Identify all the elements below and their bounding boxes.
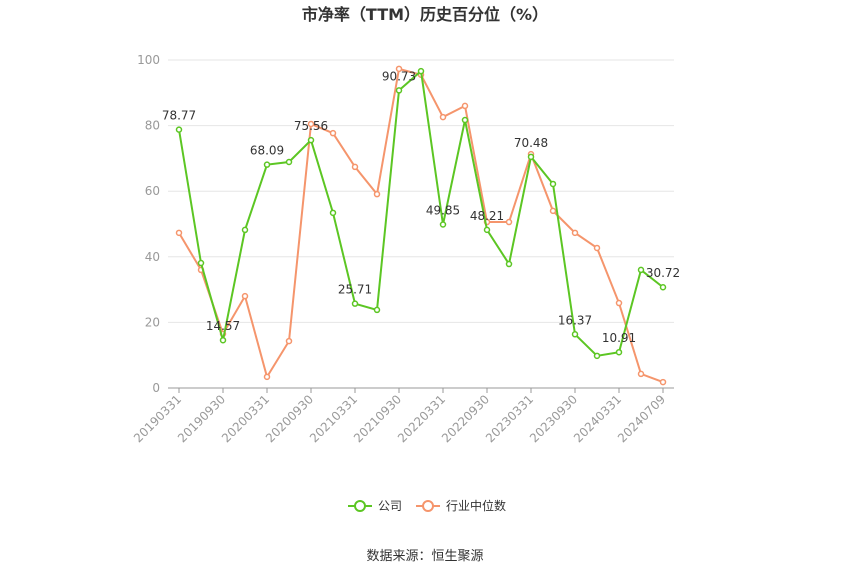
point — [351, 300, 359, 307]
point — [395, 65, 403, 73]
y-tick-label: 0 — [152, 381, 160, 395]
point — [241, 226, 249, 234]
point — [263, 373, 271, 381]
point — [175, 229, 183, 237]
point — [307, 136, 315, 144]
point — [351, 163, 359, 171]
data-label: 30.72 — [646, 266, 680, 280]
legend-marker — [354, 500, 366, 512]
point — [197, 259, 205, 267]
point — [483, 226, 491, 234]
point — [637, 266, 645, 274]
series-line — [178, 67, 664, 384]
point — [395, 87, 403, 94]
point — [505, 218, 513, 226]
point — [615, 299, 623, 307]
data-label: 14.57 — [206, 319, 240, 333]
point — [329, 209, 337, 217]
point — [439, 113, 447, 121]
point — [659, 283, 667, 291]
point — [307, 120, 315, 128]
y-tick-label: 40 — [145, 250, 160, 264]
point — [373, 190, 381, 198]
legend-label: 公司 — [378, 499, 402, 513]
data-label: 68.09 — [250, 144, 284, 158]
point — [461, 102, 469, 110]
data-label: 90.73 — [382, 69, 416, 83]
y-tick-label: 80 — [145, 119, 160, 133]
point — [461, 116, 469, 124]
y-tick-label: 20 — [145, 315, 160, 329]
point — [373, 306, 381, 314]
y-tick-label: 100 — [137, 53, 160, 67]
data-label: 75.56 — [294, 119, 328, 133]
chart-title: 市净率（TTM）历史百分位（%） — [302, 5, 548, 24]
point — [439, 221, 447, 228]
point — [285, 337, 293, 345]
point — [593, 244, 601, 252]
legend-marker — [422, 500, 435, 512]
data-label: 49.85 — [426, 203, 460, 217]
data-label: 16.37 — [558, 313, 592, 327]
data-label: 10.91 — [602, 331, 636, 345]
y-tick-label: 60 — [145, 184, 160, 198]
point — [659, 378, 667, 386]
point — [571, 229, 579, 237]
data-label: 25.71 — [338, 283, 372, 297]
point — [637, 370, 645, 378]
data-label: 78.77 — [162, 109, 196, 123]
data-label: 70.48 — [514, 136, 548, 150]
point — [241, 292, 249, 300]
point — [285, 158, 293, 166]
point — [329, 129, 337, 137]
source: 数据来源：恒生聚源 — [366, 549, 483, 564]
point — [263, 161, 271, 168]
point — [505, 260, 513, 268]
x-tick-label: 20240709 — [615, 392, 668, 445]
point — [175, 126, 183, 133]
point — [549, 207, 557, 215]
legend-label: 行业中位数 — [446, 498, 506, 513]
point — [417, 67, 425, 75]
point — [615, 348, 623, 356]
point — [219, 336, 227, 344]
point — [527, 153, 535, 161]
point — [549, 180, 557, 188]
point — [593, 352, 601, 360]
point — [571, 331, 579, 338]
data-label: 48.21 — [470, 209, 504, 223]
